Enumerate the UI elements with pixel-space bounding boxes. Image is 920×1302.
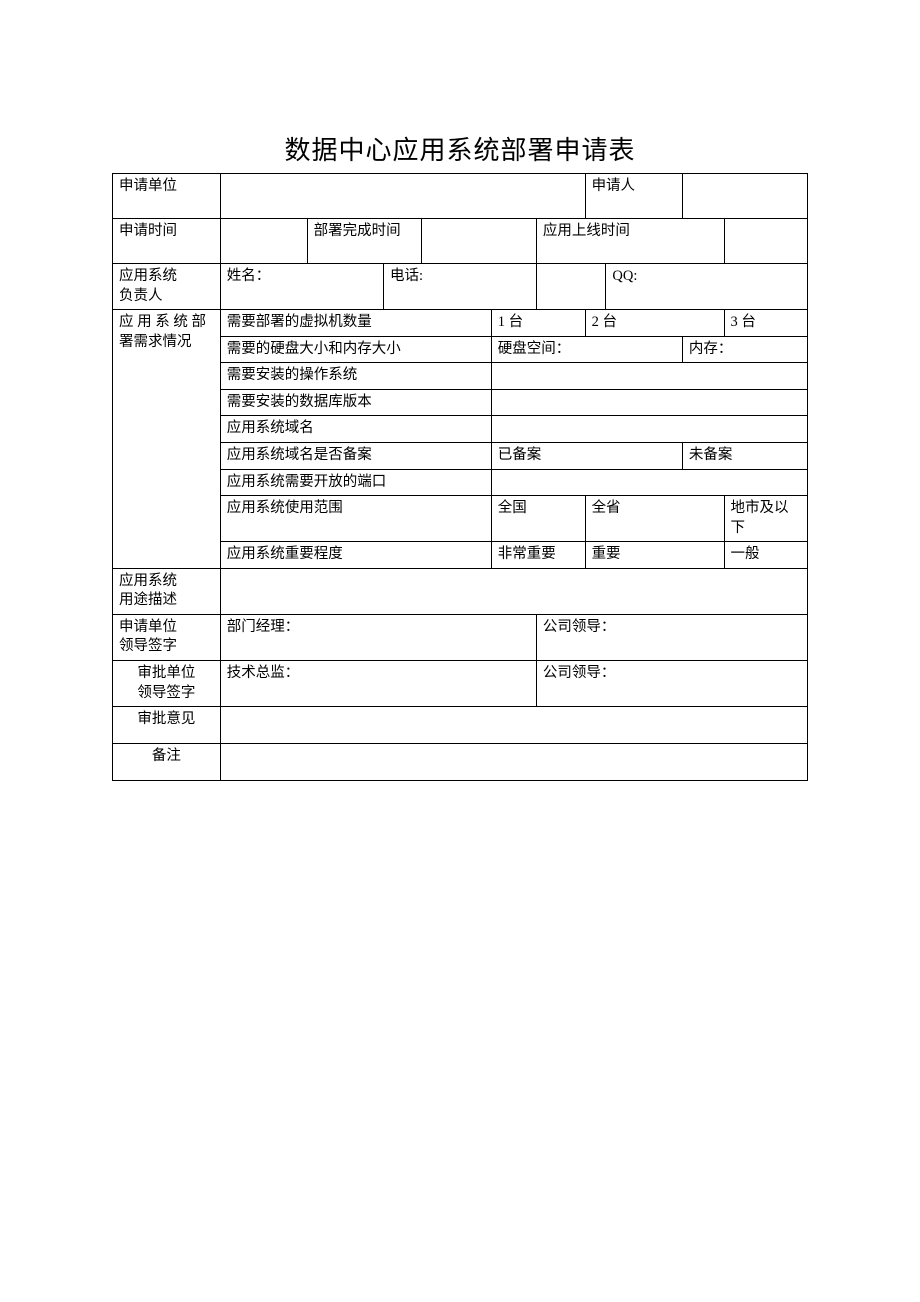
- label-imp-very: 非常重要: [491, 542, 585, 569]
- table-row: 申请时间 部署完成时间 应用上线时间: [113, 219, 808, 264]
- table-row: 申请单位 领导签字 部门经理： 公司领导：: [113, 614, 808, 660]
- label-disk-mem: 需要的硬盘大小和内存大小: [220, 336, 491, 363]
- label-tech-director: 技术总监：: [220, 661, 536, 707]
- cell-ports-value: [491, 469, 807, 496]
- text-line: 申请单位: [119, 619, 177, 635]
- label-disk-space: 硬盘空间：: [491, 336, 682, 363]
- label-vm-3: 3 台: [724, 310, 807, 337]
- cell-phone-value: [536, 264, 605, 310]
- label-dept-manager: 部门经理：: [220, 614, 536, 660]
- cell-remark-value: [220, 744, 807, 781]
- label-company-leader-1: 公司领导：: [536, 614, 807, 660]
- table-row: 审批意见: [113, 707, 808, 744]
- label-phone: 电话:: [384, 264, 537, 310]
- cell-deploy-done-time-value: [422, 219, 537, 264]
- label-approve-sign: 审批单位 领导签字: [113, 661, 221, 707]
- label-os: 需要安装的操作系统: [220, 363, 491, 390]
- cell-online-time-value: [724, 219, 807, 264]
- table-row: 备注: [113, 744, 808, 781]
- label-memory: 内存：: [682, 336, 807, 363]
- label-online-time: 应用上线时间: [536, 219, 724, 264]
- label-deploy-need: 应 用 系 统 部 署需求情况: [113, 310, 221, 569]
- cell-applicant-value: [682, 174, 807, 219]
- label-name: 姓名：: [220, 264, 383, 310]
- text-line: 应 用 系 统 部: [119, 314, 206, 330]
- table-row: 审批单位 领导签字 技术总监： 公司领导：: [113, 661, 808, 707]
- label-scope-nation: 全国: [491, 496, 585, 542]
- text-line: 负责人: [119, 288, 163, 304]
- text-line: 署需求情况: [119, 334, 192, 350]
- label-apply-unit: 申请单位: [113, 174, 221, 219]
- label-ports: 应用系统需要开放的端口: [220, 469, 491, 496]
- label-applicant: 申请人: [585, 174, 682, 219]
- table-row: 应 用 系 统 部 署需求情况 需要部署的虚拟机数量 1 台 2 台 3 台: [113, 310, 808, 337]
- cell-usage-value: [220, 568, 807, 614]
- label-vm-2: 2 台: [585, 310, 724, 337]
- label-scope: 应用系统使用范围: [220, 496, 491, 542]
- cell-db-value: [491, 389, 807, 416]
- label-deploy-done-time: 部署完成时间: [307, 219, 422, 264]
- label-scope-province: 全省: [585, 496, 724, 542]
- label-company-leader-2: 公司领导：: [536, 661, 807, 707]
- label-apply-sign: 申请单位 领导签字: [113, 614, 221, 660]
- table-row: 应用系统 用途描述: [113, 568, 808, 614]
- cell-apply-unit-value: [220, 174, 585, 219]
- cell-approve-opinion-value: [220, 707, 807, 744]
- text-line: 应用系统: [119, 268, 177, 284]
- label-imp-normal: 重要: [585, 542, 724, 569]
- label-responsible-person: 应用系统 负责人: [113, 264, 221, 310]
- label-apply-time: 申请时间: [113, 219, 221, 264]
- label-qq: QQ:: [606, 264, 808, 310]
- label-vm-1: 1 台: [491, 310, 585, 337]
- table-row: 申请单位 申请人: [113, 174, 808, 219]
- application-form-table: 申请单位 申请人 申请时间 部署完成时间 应用上线时间 应用系统 负责人 姓名：…: [112, 173, 808, 781]
- label-usage: 应用系统 用途描述: [113, 568, 221, 614]
- text-line: 领导签字: [119, 638, 177, 654]
- form-title: 数据中心应用系统部署申请表: [112, 130, 808, 167]
- label-domain: 应用系统域名: [220, 416, 491, 443]
- label-domain-record: 应用系统域名是否备案: [220, 442, 491, 469]
- label-imp-general: 一般: [724, 542, 807, 569]
- label-db: 需要安装的数据库版本: [220, 389, 491, 416]
- label-importance: 应用系统重要程度: [220, 542, 491, 569]
- label-remark: 备注: [113, 744, 221, 781]
- table-row: 应用系统 负责人 姓名： 电话: QQ:: [113, 264, 808, 310]
- text-line: 审批单位: [137, 665, 195, 681]
- label-approve-opinion: 审批意见: [113, 707, 221, 744]
- label-not-recorded: 未备案: [682, 442, 807, 469]
- cell-apply-time-value: [220, 219, 307, 264]
- cell-os-value: [491, 363, 807, 390]
- text-line: 应用系统: [119, 573, 177, 589]
- cell-domain-value: [491, 416, 807, 443]
- label-scope-city: 地市及以下: [724, 496, 807, 542]
- text-line: 领导签字: [137, 685, 195, 701]
- text-line: 用途描述: [119, 592, 177, 608]
- label-vm-count: 需要部署的虚拟机数量: [220, 310, 491, 337]
- label-recorded: 已备案: [491, 442, 682, 469]
